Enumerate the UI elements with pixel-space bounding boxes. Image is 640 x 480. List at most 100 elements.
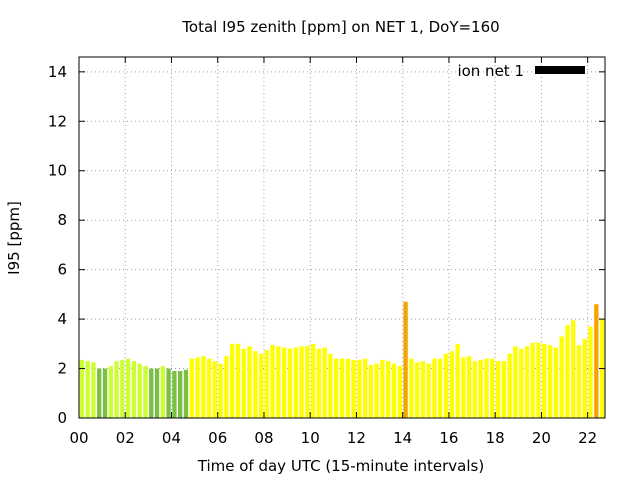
bar: [258, 353, 264, 418]
x-tick-label: 12: [347, 429, 366, 447]
bar: [484, 358, 489, 418]
bar: [530, 342, 535, 418]
bar: [461, 357, 466, 418]
bar: [536, 342, 541, 418]
bar: [519, 348, 524, 418]
bar: [189, 358, 194, 418]
y-tick-label: 12: [48, 112, 67, 130]
bar: [449, 351, 454, 418]
bar: [368, 364, 374, 418]
x-tick-label: 18: [486, 429, 505, 447]
bar: [218, 363, 223, 418]
bar: [490, 358, 495, 418]
bar: [420, 361, 426, 418]
y-axis-label: I95 [ppm]: [5, 201, 23, 275]
bar: [137, 363, 142, 418]
bar: [97, 368, 102, 418]
bar: [270, 345, 275, 418]
bar: [443, 353, 449, 418]
bar: [230, 343, 235, 418]
bar: [576, 345, 582, 418]
bar: [357, 359, 362, 418]
bar: [305, 346, 310, 418]
bar: [345, 358, 350, 418]
bar: [102, 368, 108, 418]
y-tick-label: 6: [57, 261, 67, 279]
bar: [455, 343, 460, 418]
x-tick-labels: 00 02 04 06 08 10 12 14 16 18 20 22: [69, 429, 597, 447]
bar: [565, 325, 570, 418]
x-tick-label: 08: [254, 429, 273, 447]
bar: [276, 346, 281, 418]
x-tick-label: 16: [439, 429, 458, 447]
bar: [212, 361, 218, 418]
bar: [478, 359, 483, 418]
bar: [403, 301, 408, 418]
bar: [149, 368, 154, 418]
x-tick-label: 22: [578, 429, 597, 447]
legend: ion net 1: [457, 62, 585, 80]
y-tick-label: 4: [57, 310, 67, 328]
bar: [177, 371, 183, 418]
bar: [299, 346, 304, 418]
bar: [374, 363, 379, 418]
bar: [472, 361, 478, 418]
bar: [241, 348, 246, 418]
bar: [160, 366, 165, 418]
bar: [108, 366, 113, 418]
bar: [397, 366, 402, 418]
bar: [322, 347, 327, 418]
x-tick-label: 10: [301, 429, 320, 447]
bar: [224, 356, 229, 418]
bar: [154, 368, 160, 418]
bar: [351, 359, 356, 418]
bar: [201, 356, 206, 418]
bar: [293, 347, 298, 418]
bar: [131, 361, 137, 418]
plot-frame: [78, 56, 606, 419]
bar: [120, 359, 125, 418]
y-tick-label: 2: [57, 360, 67, 378]
bar: [334, 358, 339, 418]
bar: [495, 361, 501, 418]
bar: [513, 346, 518, 418]
bar: [85, 361, 90, 418]
bar: [582, 338, 587, 418]
bar: [166, 368, 171, 418]
bar: [183, 369, 189, 418]
bar: [501, 361, 507, 418]
axis-ticks: [78, 57, 605, 419]
bar: [524, 346, 530, 418]
x-axis-label: Time of day UTC (15-minute intervals): [197, 457, 484, 475]
bar: [432, 358, 437, 418]
bar: [362, 358, 368, 418]
bar: [316, 348, 322, 418]
bar: [507, 353, 512, 418]
x-tick-label: 00: [69, 429, 88, 447]
bar: [310, 343, 316, 418]
bar: [287, 348, 293, 418]
bar: [172, 371, 177, 418]
bar: [79, 359, 85, 418]
bar: [195, 357, 200, 418]
bar: [466, 356, 472, 418]
bar: [125, 358, 131, 418]
chart-title: Total I95 zenith [ppm] on NET 1, DoY=160: [181, 18, 499, 36]
bar: [264, 350, 270, 418]
bar: [588, 326, 593, 418]
y-tick-label: 10: [48, 162, 67, 180]
grid: [79, 57, 605, 418]
x-tick-label: 20: [532, 429, 551, 447]
bar: [571, 320, 576, 418]
x-tick-label: 02: [116, 429, 135, 447]
bar: [143, 366, 148, 418]
bar: [414, 362, 420, 418]
legend-swatch: [535, 66, 585, 74]
bar: [426, 363, 431, 418]
x-tick-label: 04: [162, 429, 181, 447]
bar: [339, 358, 345, 418]
bar: [542, 343, 547, 418]
bar: [409, 358, 414, 418]
bar: [253, 351, 258, 418]
